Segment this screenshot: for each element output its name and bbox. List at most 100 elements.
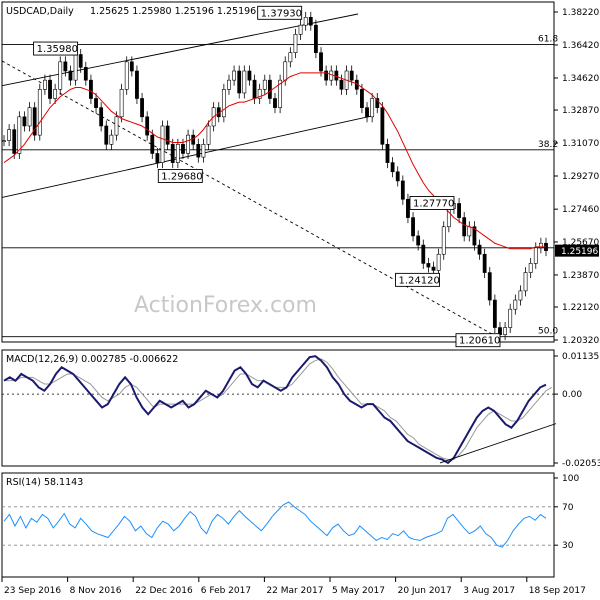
candle-body <box>411 217 415 237</box>
candle-body <box>206 125 211 145</box>
candle-body <box>124 61 129 90</box>
candle-body <box>426 263 431 268</box>
candle-body <box>53 89 58 99</box>
price-annotation-label: 1.24120 <box>399 275 440 286</box>
candle-body <box>472 226 477 246</box>
candle-body <box>58 61 63 90</box>
candle-body <box>63 61 68 72</box>
candle-body <box>94 98 98 108</box>
candle-body <box>385 143 390 163</box>
candle-body <box>293 34 298 53</box>
price-annotation-label: 1.20610 <box>459 336 500 347</box>
price-annotation-label: 1.29680 <box>161 171 202 182</box>
price-tick-label: 1.22120 <box>562 303 599 313</box>
candle-body <box>232 70 236 81</box>
price-tick-label: 1.31070 <box>562 139 599 149</box>
candle-body <box>78 54 83 68</box>
candle-body <box>247 70 252 81</box>
fib-level-label: 38.2 <box>538 140 558 150</box>
candle-body <box>349 70 354 81</box>
candle-body <box>119 89 124 118</box>
candle-body <box>431 266 436 271</box>
macd-signal-line <box>4 358 553 461</box>
x-axis: 23 Sep 2016 8 Nov 2016 22 Dec 2016 6 Feb 20… <box>1 577 586 596</box>
candle-body <box>477 244 482 255</box>
candle-body <box>339 79 344 90</box>
candle-body <box>196 143 201 158</box>
price-annotation-box <box>157 169 203 183</box>
candle-body <box>288 52 293 63</box>
fib-level-label: 61.8 <box>538 34 558 44</box>
price-annotation-label: 1.27770 <box>413 198 454 209</box>
candle-body <box>257 89 262 99</box>
candle-body <box>513 299 518 310</box>
candle-body <box>421 244 426 264</box>
ohlc-readout: 1.25625 1.25980 1.25196 1.25196 <box>90 6 256 17</box>
candle-body <box>457 203 461 218</box>
candle-body <box>12 129 17 154</box>
price-tick-label: 1.29270 <box>562 172 599 182</box>
watermark: ActionForex.com <box>134 293 317 318</box>
candle-body <box>175 143 180 163</box>
candle-body <box>406 198 410 218</box>
candle-body <box>145 116 150 136</box>
candle-body <box>370 98 375 118</box>
candle-body <box>283 61 288 81</box>
candle-body <box>140 98 144 118</box>
macd-lines <box>2 355 557 465</box>
candle-body <box>27 107 32 127</box>
candle-body <box>528 263 533 273</box>
macd-tick-label: 0.00 <box>562 390 582 400</box>
candle-body <box>181 143 185 154</box>
candle-body <box>135 70 139 99</box>
candle-body <box>503 327 507 335</box>
rsi-line <box>3 501 547 548</box>
price-tick-label: 1.20320 <box>562 336 599 346</box>
candle-body <box>360 89 364 108</box>
rsi-tick-label: 100 <box>562 474 579 484</box>
candle-body <box>22 116 27 127</box>
rsi-tick-label: 70 <box>562 503 574 513</box>
candle-body <box>237 70 242 94</box>
macd-label: MACD(12,26,9) 0.002785 -0.006622 <box>6 354 178 365</box>
candle-body <box>395 171 400 182</box>
candle-body <box>32 107 37 136</box>
candle-body <box>73 54 78 81</box>
candle-body <box>227 79 231 90</box>
candle-body <box>165 125 170 145</box>
rsi-lines <box>2 501 554 548</box>
candle-body <box>487 272 492 301</box>
candle-body <box>170 143 175 163</box>
x-tick-label: 18 Sep 2017 <box>529 586 586 596</box>
rsi-tick-label: 30 <box>562 541 574 551</box>
price-annotation-box <box>257 5 303 20</box>
rsi-label: RSI(14) 58.1143 <box>6 477 83 488</box>
price-axis: 1.38220 1.36420 1.34620 1.32870 1.31070 1.292… <box>554 8 599 346</box>
price-annotation-label: 1.35980 <box>37 44 78 55</box>
candle-body <box>462 217 467 237</box>
candle-body <box>375 98 380 108</box>
candle-body <box>68 70 73 81</box>
candle-body <box>129 61 134 72</box>
candle-body <box>267 79 272 99</box>
macd-trend-line <box>439 423 557 464</box>
fib-level-label: 50.0 <box>538 327 558 337</box>
candle-body <box>37 89 42 136</box>
candle-body <box>467 226 472 237</box>
candle-body <box>83 67 88 81</box>
candle-body <box>17 116 22 154</box>
price-levels: 61.8 38.2 50.0 <box>2 34 558 338</box>
candle-body <box>114 116 119 136</box>
x-tick-label: 20 Jun 2017 <box>398 586 452 596</box>
candle-body <box>99 107 104 127</box>
candle-body <box>43 79 47 90</box>
x-tick-label: 23 Sep 2016 <box>4 586 61 596</box>
macd-tick-label: 0.011355 <box>562 352 600 362</box>
candle-body <box>89 79 93 99</box>
candle-body <box>538 242 543 249</box>
candle-body <box>150 134 155 154</box>
candle-body <box>273 98 277 108</box>
candle-body <box>262 79 267 90</box>
ma-line <box>3 72 546 250</box>
price-annotation-box <box>33 41 79 56</box>
